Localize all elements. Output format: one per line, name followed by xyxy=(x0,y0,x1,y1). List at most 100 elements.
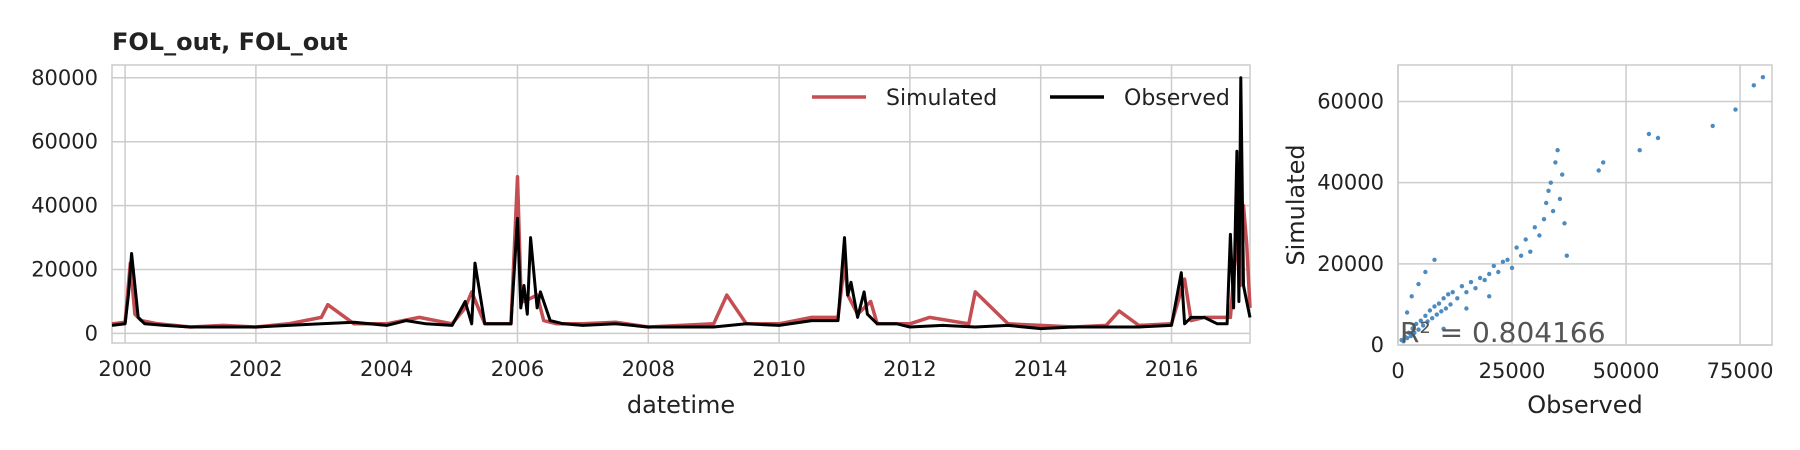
scatter-point xyxy=(1601,160,1606,165)
legend-observed-label: Observed xyxy=(1124,86,1230,111)
scatter-point xyxy=(1482,277,1487,283)
scatter-point xyxy=(1477,275,1483,281)
scatter-y-tick-label: 20000 xyxy=(1317,252,1384,276)
scatter-y-tick-label: 40000 xyxy=(1317,171,1384,195)
scatter-point xyxy=(1496,269,1501,275)
scatter-point xyxy=(1751,83,1757,88)
scatter-point xyxy=(1441,326,1446,331)
scatter-point xyxy=(1487,271,1492,277)
scatter-point xyxy=(1412,330,1417,335)
timeseries-y-tick-label: 40000 xyxy=(31,194,98,218)
scatter-point xyxy=(1550,208,1556,214)
timeseries-x-tick-label: 2006 xyxy=(491,357,544,381)
scatter-point xyxy=(1544,200,1549,206)
scatter-point xyxy=(1733,107,1738,112)
scatter-x-tick-label: 75000 xyxy=(1707,359,1774,383)
scatter-point xyxy=(1468,279,1474,285)
timeseries-y-tick-label: 0 xyxy=(85,321,98,345)
timeseries-frame xyxy=(111,64,1251,344)
scatter-point xyxy=(1710,123,1715,129)
scatter-grid xyxy=(1397,65,1772,346)
scatter-points xyxy=(1399,75,1766,344)
legend-simulated-label: Simulated xyxy=(886,86,997,111)
scatter-y-ticks: 0 20000 40000 60000 xyxy=(1317,90,1384,357)
timeseries-x-tick-label: 2000 xyxy=(98,357,151,381)
scatter-point xyxy=(1425,319,1430,324)
scatter-point xyxy=(1416,281,1421,287)
scatter-point xyxy=(1560,172,1565,177)
scatter-point xyxy=(1518,253,1524,258)
scatter-point xyxy=(1514,245,1519,250)
timeseries-lines xyxy=(111,76,1252,331)
scatter-point xyxy=(1491,263,1497,269)
scatter-point xyxy=(1509,265,1515,271)
scatter-point xyxy=(1441,296,1446,301)
scatter-point xyxy=(1500,259,1506,264)
scatter-point xyxy=(1487,294,1492,299)
timeseries-y-ticks: 0 20000 40000 60000 80000 xyxy=(31,66,98,346)
scatter-point xyxy=(1459,284,1465,289)
timeseries-x-tick-label: 2012 xyxy=(883,357,936,381)
scatter-point xyxy=(1596,168,1601,173)
scatter-point xyxy=(1505,257,1510,262)
timeseries-x-tick-label: 2002 xyxy=(229,357,282,381)
scatter-point xyxy=(1464,290,1469,295)
scatter-point xyxy=(1473,286,1478,291)
series-line-observed xyxy=(111,76,1252,331)
scatter-point xyxy=(1408,333,1414,339)
scatter-point xyxy=(1537,233,1542,238)
scatter-point xyxy=(1448,302,1453,307)
scatter-point xyxy=(1450,290,1455,295)
timeseries-x-tick-label: 2008 xyxy=(622,357,675,381)
timeseries-x-tick-label: 2016 xyxy=(1145,357,1198,381)
scatter-y-tick-label: 0 xyxy=(1371,333,1384,357)
scatter-point xyxy=(1646,131,1652,137)
scatter-point xyxy=(1562,221,1567,226)
scatter-x-tick-label: 0 xyxy=(1391,359,1404,383)
scatter-point xyxy=(1655,135,1661,141)
scatter-point xyxy=(1434,312,1440,317)
scatter-point xyxy=(1548,180,1554,185)
scatter-point xyxy=(1406,330,1412,335)
scatter-point xyxy=(1564,253,1570,258)
series-line-simulated xyxy=(111,175,1252,329)
scatter-point xyxy=(1541,217,1547,222)
scatter-point xyxy=(1528,249,1533,254)
scatter-point xyxy=(1432,257,1437,262)
scatter-point xyxy=(1637,148,1642,153)
timeseries-title: FOL_out, FOL_out xyxy=(112,28,348,56)
scatter-x-axis-label: Observed xyxy=(1527,391,1642,419)
scatter-point xyxy=(1414,321,1419,327)
scatter-point xyxy=(1455,296,1460,301)
scatter-point xyxy=(1423,269,1428,275)
scatter-point xyxy=(1404,335,1410,341)
timeseries-panel: FOL_out, FOL_out 2000 2002 2004 2006 2008 201… xyxy=(31,28,1252,419)
timeseries-y-tick-label: 60000 xyxy=(31,130,98,154)
timeseries-legend: Simulated Observed xyxy=(812,86,1230,111)
scatter-y-axis-label: Simulated xyxy=(1282,144,1310,265)
scatter-x-tick-label: 25000 xyxy=(1479,359,1546,383)
scatter-y-tick-label: 60000 xyxy=(1317,90,1384,114)
timeseries-x-tick-label: 2014 xyxy=(1014,357,1067,381)
scatter-point xyxy=(1418,318,1424,323)
scatter-point xyxy=(1553,160,1558,165)
scatter-point xyxy=(1436,301,1442,306)
scatter-point xyxy=(1410,326,1415,331)
scatter-frame xyxy=(1397,64,1773,346)
scatter-point xyxy=(1532,225,1538,230)
timeseries-x-tick-label: 2004 xyxy=(360,357,413,381)
scatter-point xyxy=(1439,309,1444,314)
scatter-point xyxy=(1555,148,1560,153)
scatter-point xyxy=(1446,292,1451,297)
scatter-x-ticks: 0 25000 50000 75000 xyxy=(1391,359,1773,383)
scatter-point xyxy=(1443,306,1449,311)
scatter-point xyxy=(1760,75,1766,80)
timeseries-x-axis-label: datetime xyxy=(627,391,735,419)
scatter-point xyxy=(1427,308,1433,313)
scatter-point xyxy=(1401,339,1406,344)
timeseries-grid xyxy=(112,65,1250,343)
timeseries-x-ticks: 2000 2002 2004 2006 2008 2010 2012 2014 2016 xyxy=(98,357,1198,381)
r-squared-annotation: R² = 0.804166 xyxy=(1400,316,1606,349)
